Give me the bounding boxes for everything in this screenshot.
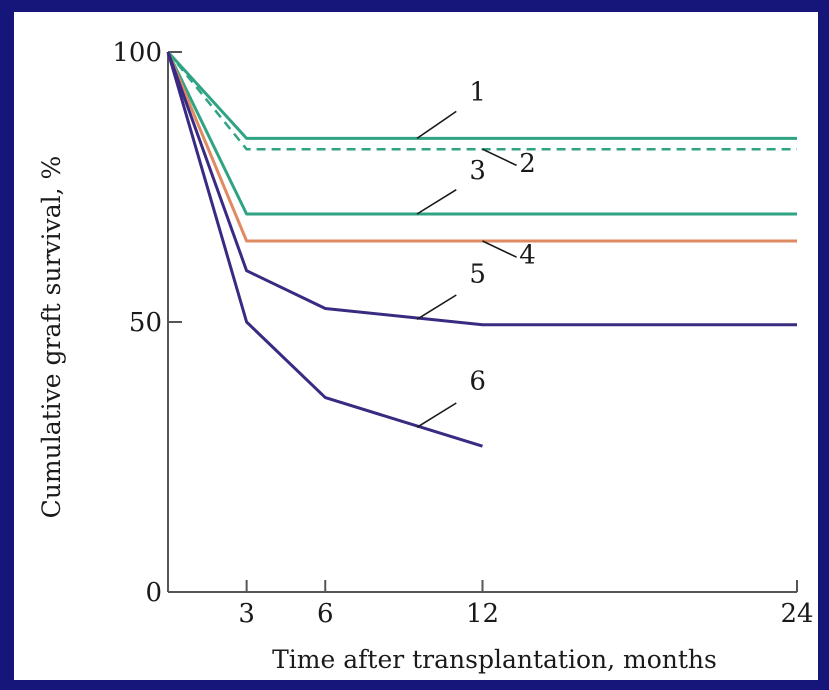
label-leader-2	[482, 148, 517, 167]
series-line-5	[166, 51, 797, 327]
x-axis-title: Time after transplantation, months	[272, 645, 717, 674]
x-tick-label: 6	[317, 599, 334, 629]
series-label-6: 6	[469, 367, 486, 397]
series-labels: 1 2 3 4 5 6	[416, 78, 536, 428]
series-label-2: 2	[519, 149, 536, 179]
y-tick-label: 100	[112, 38, 162, 68]
x-tick-label: 3	[238, 599, 255, 629]
y-ticks: 0 50 100	[112, 38, 182, 608]
label-leader-4	[482, 240, 517, 258]
series-lines	[166, 50, 797, 448]
series-line-2	[167, 51, 797, 151]
y-tick-label: 50	[129, 308, 162, 338]
series-line-6	[166, 51, 483, 448]
y-tick-label: 0	[145, 578, 162, 608]
series-label-5: 5	[469, 260, 486, 290]
label-leader-3	[416, 189, 457, 215]
label-leader-5	[416, 294, 457, 320]
series-line-3	[166, 51, 797, 216]
x-tick-label: 24	[780, 599, 813, 629]
x-ticks: 3 6 12 24	[238, 580, 814, 629]
label-leader-1	[416, 110, 457, 140]
x-tick-label: 12	[466, 599, 499, 629]
series-line-1	[166, 50, 797, 140]
series-line-4	[166, 51, 797, 243]
series-label-3: 3	[469, 156, 486, 186]
axes	[167, 52, 797, 593]
label-leader-6	[416, 402, 457, 428]
series-label-1: 1	[469, 78, 486, 108]
series-label-4: 4	[519, 241, 536, 271]
y-axis-title: Cumulative graft survival, %	[37, 156, 66, 519]
